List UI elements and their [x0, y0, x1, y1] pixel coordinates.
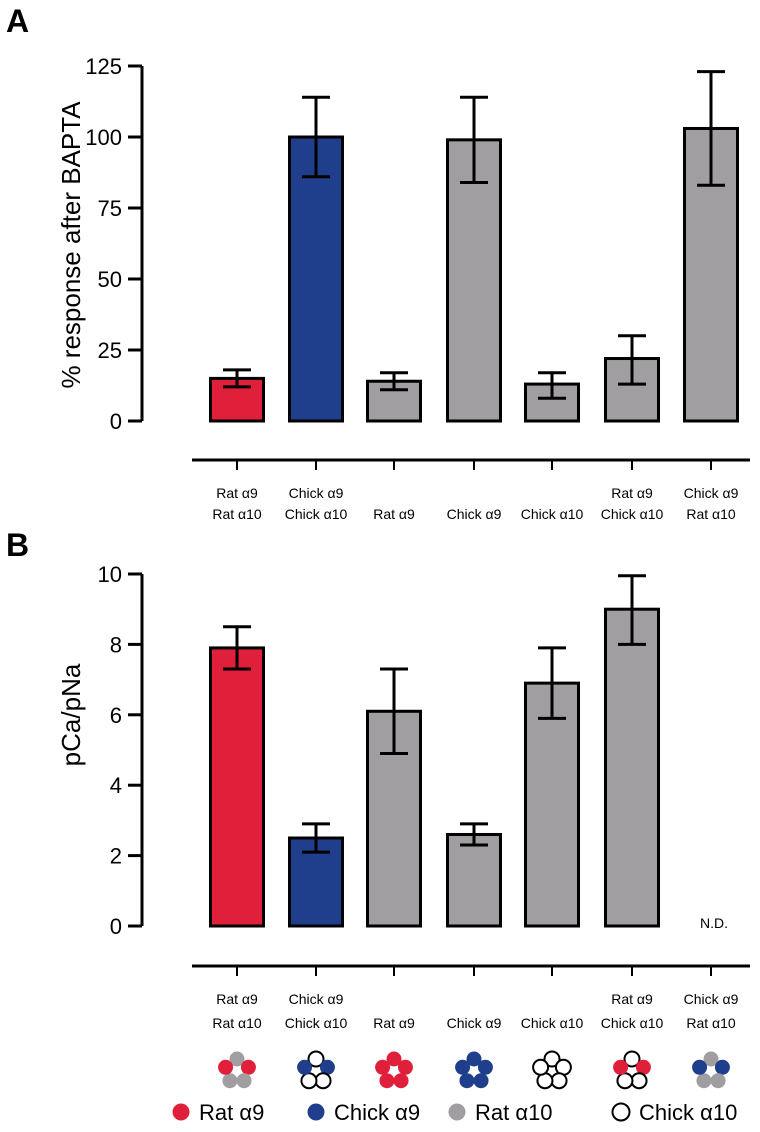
pentamer-subunit — [300, 1072, 318, 1090]
panel-b-bar — [446, 832, 502, 928]
pentamer-subunit — [307, 1050, 325, 1068]
pentamer-subunit — [703, 1051, 719, 1067]
pentamer-subunit — [616, 1072, 634, 1090]
panel-b-category-label: Chick α10 — [601, 1015, 664, 1031]
not-determined-label: N.D. — [700, 915, 728, 931]
panel-b-y-axis-label: pCa/pNa — [56, 663, 86, 766]
panel-a-y-tick-label: 100 — [85, 125, 122, 150]
pentamer-subunit — [532, 1058, 550, 1076]
pentamer-subunit — [229, 1051, 245, 1067]
panel-b-category-label: Chick α9 — [684, 991, 739, 1007]
pentamer-subunit — [222, 1073, 238, 1089]
pentamer-subunit — [613, 1059, 629, 1075]
panel-b-y-tick-label: 10 — [98, 562, 122, 587]
pentamer-subunit — [397, 1059, 413, 1075]
legend-label: Rat α9 — [199, 1100, 264, 1125]
panel-a-y-tick-label: 0 — [110, 409, 122, 434]
pentamer-subunit — [236, 1073, 252, 1089]
panel-a-category-label: Chick α10 — [601, 506, 664, 522]
pentamer-subunit — [692, 1059, 708, 1075]
pentamer-subunit — [297, 1059, 313, 1075]
panel-b-category-label: Rat α10 — [212, 1015, 262, 1031]
panel-b-bar — [524, 681, 580, 928]
legend-swatch — [448, 1103, 466, 1121]
legend-label: Rat α10 — [475, 1100, 553, 1125]
panel-b-category-label: Chick α9 — [289, 991, 344, 1007]
legend-label: Chick α9 — [334, 1100, 420, 1125]
panel-b-y-tick-label: 4 — [110, 773, 122, 798]
panel-a-y-tick-label: 125 — [85, 54, 122, 79]
pentamer-subunit — [314, 1072, 332, 1090]
legend-swatch — [307, 1103, 325, 1121]
pentamer-subunit — [375, 1059, 391, 1075]
pentamer-subunit — [218, 1059, 234, 1075]
panel-b-category-label: Rat α9 — [611, 991, 653, 1007]
panel-a-category-label: Chick α9 — [684, 485, 739, 501]
panel-b-bar — [604, 607, 660, 928]
panel-b-y-tick-label: 6 — [110, 703, 122, 728]
panel-a-category-label: Rat α9 — [216, 485, 258, 501]
pentamer-subunit — [477, 1059, 493, 1075]
legend-swatch — [611, 1102, 631, 1122]
panel-b-category-label: Chick α10 — [285, 1015, 348, 1031]
pentamer-subunit — [379, 1073, 395, 1089]
panel-a-category-label: Rat α9 — [373, 506, 415, 522]
panel-a-category-label: Chick α10 — [521, 506, 584, 522]
panel-b-y-tick-label: 0 — [110, 914, 122, 939]
panel-a-category-label: Rat α10 — [686, 506, 736, 522]
pentamer-subunit — [550, 1072, 568, 1090]
pentamer-subunit — [543, 1050, 561, 1068]
panel-b-category-label: Chick α9 — [447, 1015, 502, 1031]
pentamer-subunit — [714, 1059, 730, 1075]
panel-b-category-label: Chick α10 — [521, 1015, 584, 1031]
panel-a-category-label: Rat α10 — [212, 506, 262, 522]
panel-a-y-tick-label: 75 — [98, 196, 122, 221]
legend-swatch — [172, 1103, 190, 1121]
panel-b-y-tick-label: 8 — [110, 632, 122, 657]
panel-a-bar — [604, 357, 660, 423]
pentamer-subunit — [635, 1059, 651, 1075]
pentamer-subunit — [696, 1073, 712, 1089]
panel-b-category-label: Rat α9 — [373, 1015, 415, 1031]
panel-b-y-tick-label: 2 — [110, 844, 122, 869]
panel-a-y-tick-label: 50 — [98, 267, 122, 292]
panel-a-letter: A — [6, 3, 29, 39]
panel-b-bar — [209, 646, 265, 928]
panel-a: A % response after BAPTA — [6, 3, 86, 389]
pentamer-subunit — [466, 1051, 482, 1067]
pentamer-subunit — [473, 1073, 489, 1089]
panel-a-y-axis-label: % response after BAPTA — [56, 101, 86, 389]
pentamer-subunit — [240, 1059, 256, 1075]
panel-a-category-label: Chick α10 — [285, 506, 348, 522]
pentamer-subunit — [630, 1072, 648, 1090]
pentamer-subunit — [319, 1059, 335, 1075]
panel-a-y-tick-label: 25 — [98, 338, 122, 363]
pentamer-subunit — [393, 1073, 409, 1089]
panel-a-category-label: Chick α9 — [289, 485, 344, 501]
panel-a-bar — [288, 135, 344, 423]
panel-b-letter: B — [6, 527, 29, 563]
legend-label: Chick α10 — [639, 1100, 737, 1125]
panel-a-category-label: Chick α9 — [447, 506, 502, 522]
pentamer-subunit — [386, 1051, 402, 1067]
panel-b-category-label: Rat α9 — [216, 991, 258, 1007]
panel-a-category-label: Rat α9 — [611, 485, 653, 501]
panel-b-category-label: Rat α10 — [686, 1015, 736, 1031]
panel-b: B pCa/pNa — [6, 527, 86, 766]
pentamer-subunit — [459, 1073, 475, 1089]
pentamer-subunit — [455, 1059, 471, 1075]
pentamer-subunit — [710, 1073, 726, 1089]
pentamer-subunit — [623, 1050, 641, 1068]
panel-a-bar — [524, 382, 580, 423]
